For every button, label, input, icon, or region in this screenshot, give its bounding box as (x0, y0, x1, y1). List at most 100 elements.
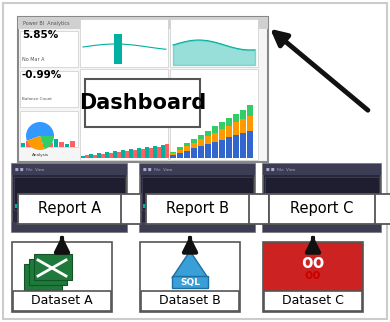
Bar (48, 143, 53, 147)
Bar (177, 153, 183, 158)
Bar (65, 144, 69, 147)
Bar (177, 147, 183, 150)
Bar (37, 140, 42, 147)
Bar (170, 151, 176, 153)
Bar (177, 150, 183, 153)
Text: ■ ■  File  View: ■ ■ File View (143, 167, 172, 172)
FancyBboxPatch shape (141, 291, 239, 311)
Bar (191, 148, 197, 158)
Bar (233, 122, 239, 135)
Bar (240, 133, 246, 158)
Text: oo: oo (305, 268, 321, 282)
Bar (165, 144, 168, 158)
Text: -0.99%: -0.99% (22, 70, 62, 80)
Text: Dataset A: Dataset A (31, 295, 93, 308)
Text: Report A: Report A (38, 202, 101, 216)
Text: Dashboard: Dashboard (79, 93, 206, 113)
Bar (110, 153, 113, 158)
Bar (89, 154, 92, 158)
Bar (205, 130, 211, 136)
FancyBboxPatch shape (3, 3, 387, 319)
Bar (226, 126, 232, 137)
FancyBboxPatch shape (24, 264, 62, 290)
Bar (85, 155, 89, 158)
Bar (298, 198, 304, 208)
Bar (129, 149, 133, 158)
FancyBboxPatch shape (148, 194, 269, 224)
Bar (167, 200, 173, 208)
Wedge shape (27, 136, 45, 150)
FancyBboxPatch shape (269, 194, 375, 224)
Text: ■ ■  File  View: ■ ■ File View (266, 167, 295, 172)
Bar (233, 114, 239, 122)
FancyBboxPatch shape (12, 164, 127, 175)
Bar (184, 143, 190, 146)
Bar (149, 148, 152, 158)
Text: Dataset C: Dataset C (282, 295, 344, 308)
Text: SQL: SQL (180, 278, 200, 287)
Bar (184, 151, 190, 158)
FancyBboxPatch shape (12, 242, 112, 312)
Bar (70, 141, 75, 147)
Bar (32, 144, 36, 147)
FancyBboxPatch shape (140, 164, 255, 175)
Bar (191, 139, 197, 143)
Bar (26, 141, 31, 147)
FancyBboxPatch shape (142, 177, 253, 210)
FancyBboxPatch shape (263, 222, 381, 232)
Bar (55, 196, 61, 208)
Bar (226, 137, 232, 158)
Bar (170, 153, 176, 155)
FancyBboxPatch shape (18, 17, 268, 162)
Bar (151, 203, 157, 208)
Bar (21, 143, 25, 147)
Wedge shape (26, 122, 54, 141)
Bar (266, 204, 272, 208)
FancyBboxPatch shape (18, 17, 268, 29)
Bar (212, 142, 218, 158)
Text: Report C: Report C (290, 202, 354, 216)
Bar (175, 198, 181, 208)
Bar (47, 198, 53, 208)
Bar (183, 196, 189, 208)
FancyBboxPatch shape (271, 194, 390, 224)
Bar (54, 139, 58, 147)
Bar (101, 154, 105, 158)
Bar (247, 105, 253, 116)
Bar (240, 119, 246, 133)
Bar (98, 153, 101, 158)
Bar (247, 131, 253, 158)
Bar (219, 140, 225, 158)
Wedge shape (40, 136, 54, 149)
FancyBboxPatch shape (140, 164, 255, 232)
FancyBboxPatch shape (18, 194, 121, 224)
Bar (191, 143, 197, 148)
Text: ■ ■  File  View: ■ ■ File View (15, 167, 44, 172)
Bar (121, 150, 124, 158)
FancyBboxPatch shape (20, 71, 78, 107)
FancyBboxPatch shape (20, 111, 78, 147)
FancyBboxPatch shape (12, 222, 127, 232)
FancyBboxPatch shape (263, 164, 381, 232)
Bar (184, 146, 190, 151)
Bar (117, 152, 121, 158)
Text: No Mar A: No Mar A (22, 56, 44, 62)
Bar (93, 155, 97, 158)
Bar (226, 118, 232, 126)
Text: 5.85%: 5.85% (22, 30, 58, 40)
FancyBboxPatch shape (80, 19, 168, 67)
Bar (133, 150, 136, 158)
Bar (219, 129, 225, 140)
FancyBboxPatch shape (29, 259, 67, 285)
Bar (113, 151, 117, 158)
FancyBboxPatch shape (172, 276, 208, 288)
Bar (247, 116, 253, 131)
Bar (126, 151, 129, 158)
Bar (43, 142, 47, 147)
FancyBboxPatch shape (140, 242, 240, 312)
Bar (59, 142, 64, 147)
FancyBboxPatch shape (85, 79, 200, 127)
Bar (39, 200, 45, 208)
Bar (240, 109, 246, 119)
Bar (142, 149, 145, 158)
